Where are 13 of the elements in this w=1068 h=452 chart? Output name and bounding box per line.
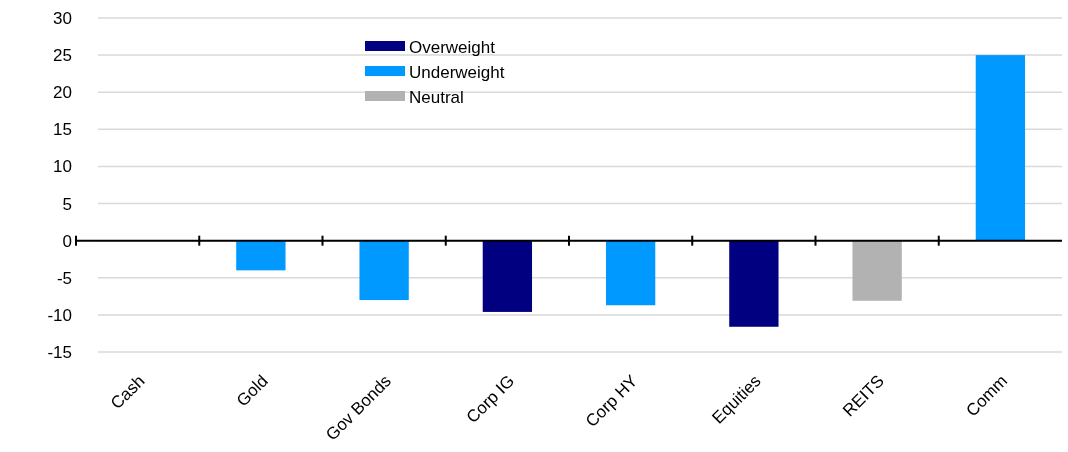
legend-label: Overweight [409, 38, 496, 57]
y-tick-label: 5 [62, 194, 72, 214]
y-tick-label: 0 [62, 231, 72, 251]
y-tick-label: 20 [53, 83, 72, 103]
y-tick-label: -10 [47, 305, 72, 325]
legend-label: Neutral [409, 88, 464, 107]
y-tick-label: -5 [56, 268, 72, 288]
y-tick-label: 25 [53, 46, 72, 66]
y-tick-label: 30 [53, 8, 72, 28]
legend-label: Underweight [409, 63, 505, 82]
y-tick-label: 15 [53, 120, 72, 140]
y-tick-label: 10 [53, 157, 72, 177]
y-tick-label: -15 [47, 342, 72, 362]
